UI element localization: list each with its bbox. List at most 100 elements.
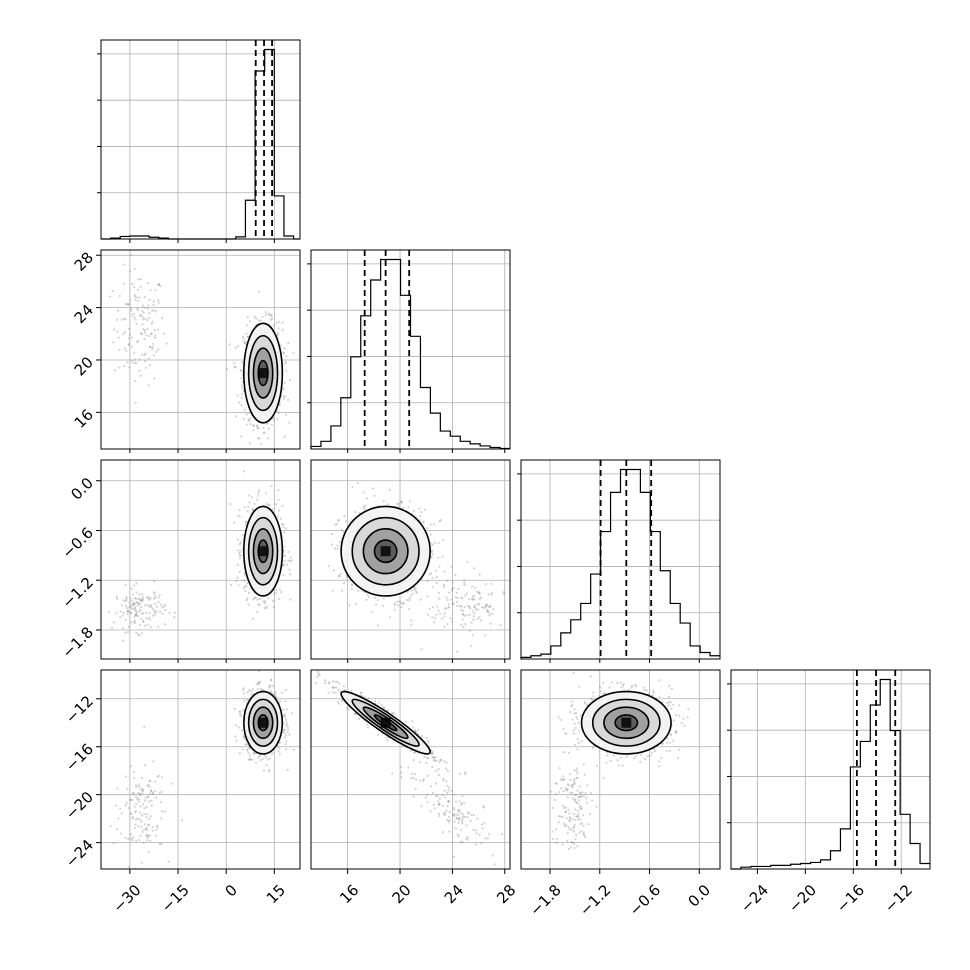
sample-point: [388, 488, 391, 491]
sample-point: [256, 610, 259, 613]
tail-sample-point: [461, 613, 465, 616]
tail-sample-point: [467, 812, 471, 815]
sample-point: [286, 725, 290, 728]
sample-point: [264, 607, 268, 610]
tail-sample-point: [128, 601, 131, 604]
tail-sample-point: [111, 290, 115, 293]
tail-sample-point: [133, 358, 137, 361]
tail-sample-point: [474, 604, 477, 607]
sample-point: [381, 604, 384, 608]
tail-sample-point: [129, 833, 132, 836]
tail-sample-point: [466, 614, 469, 617]
sample-point: [243, 341, 246, 345]
tail-sample-point: [134, 597, 137, 600]
sample-point: [386, 503, 390, 506]
sample-point: [266, 502, 269, 505]
tail-sample-point: [129, 611, 132, 614]
histogram-panel-4: [727, 669, 931, 870]
tail-sample-point: [474, 586, 477, 589]
tail-sample-point: [458, 808, 461, 812]
tail-sample-point: [464, 594, 467, 597]
tail-sample-point: [400, 765, 403, 769]
sample-point: [237, 514, 240, 517]
tail-sample-point: [161, 612, 164, 616]
sample-point: [269, 684, 272, 688]
tail-sample-point: [149, 815, 152, 818]
sample-point: [285, 720, 288, 723]
tail-sample-point: [444, 607, 447, 610]
tail-sample-point: [120, 812, 123, 815]
sample-point: [279, 344, 283, 347]
sample-point: [393, 608, 396, 611]
tail-sample-point: [478, 597, 481, 600]
sample-point: [434, 569, 437, 572]
tail-sample-point: [148, 780, 151, 783]
tail-sample-point: [148, 800, 151, 803]
tail-sample-point: [134, 362, 138, 365]
tail-sample-point: [149, 625, 153, 629]
sample-point: [282, 395, 285, 398]
tail-sample-point: [143, 813, 146, 816]
density-contours: [243, 322, 284, 424]
tail-sample-point: [488, 612, 491, 615]
sample-point: [334, 691, 337, 694]
tail-sample-point: [126, 787, 129, 791]
tail-sample-point: [141, 315, 144, 319]
tail-sample-point: [143, 604, 147, 607]
sample-point: [242, 708, 245, 712]
tail-sample-point: [158, 593, 161, 597]
tail-sample-point: [147, 823, 150, 826]
contour-line-1: [243, 690, 284, 755]
tail-sample-point: [448, 800, 451, 803]
tail-sample-point: [141, 304, 144, 307]
tail-sample-point: [124, 631, 127, 634]
tail-sample-point: [147, 783, 150, 786]
sample-point: [257, 756, 260, 759]
sample-point: [402, 601, 405, 604]
sample-point: [267, 422, 270, 425]
tail-sample-point: [139, 332, 142, 335]
tail-sample-point: [477, 608, 480, 611]
tail-sample-point: [475, 843, 478, 846]
sample-point: [407, 607, 411, 611]
tail-sample-point: [125, 599, 128, 602]
sample-point: [268, 313, 271, 316]
sample-point: [426, 579, 429, 583]
sample-point: [336, 547, 339, 550]
histogram-step-line: [731, 678, 930, 870]
sample-point: [252, 751, 255, 754]
sample-point: [289, 559, 292, 562]
tail-sample-point: [130, 254, 133, 257]
sample-point: [275, 321, 278, 324]
tail-sample-point: [156, 775, 159, 778]
sample-point: [337, 702, 341, 705]
tail-sample-point: [426, 774, 429, 777]
sample-point: [234, 346, 237, 349]
sample-point: [337, 519, 340, 522]
sample-point: [330, 543, 333, 546]
tail-sample-point: [447, 606, 450, 609]
tail-sample-point: [122, 365, 126, 368]
tail-sample-point: [453, 855, 456, 858]
contour-line-2: [351, 516, 420, 586]
tail-sample-point: [479, 619, 483, 622]
tail-sample-point: [138, 602, 142, 605]
sample-point: [374, 603, 378, 606]
tail-sample-point: [422, 778, 426, 781]
tail-sample-point: [155, 610, 158, 613]
sample-point: [246, 597, 249, 600]
tail-sample-point: [154, 334, 157, 337]
tail-sample-point: [131, 607, 134, 611]
tail-sample-point: [132, 361, 136, 365]
sample-point: [284, 700, 287, 703]
contour-line-4: [257, 539, 269, 564]
contour-line-3: [252, 706, 274, 740]
tail-sample-point: [150, 804, 153, 807]
tail-sample-point: [145, 826, 148, 829]
sample-point: [283, 728, 287, 731]
sample-point: [256, 437, 260, 440]
tail-sample-point: [160, 810, 164, 813]
sample-point: [238, 556, 242, 559]
sample-point: [235, 739, 238, 742]
sample-point: [254, 752, 257, 755]
